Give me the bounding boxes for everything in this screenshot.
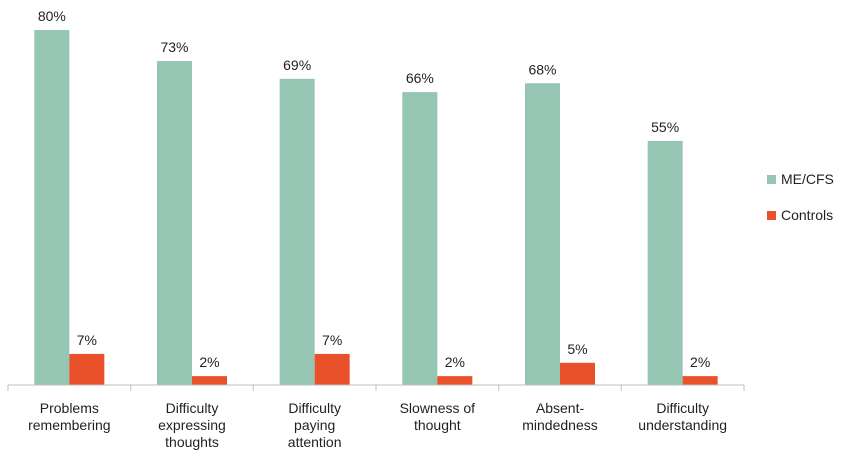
category-label-line: paying — [294, 417, 335, 433]
bar-controls-4 — [437, 376, 472, 385]
category-label-1: Problems remembering — [28, 400, 110, 433]
category-label-line: understanding — [638, 417, 727, 433]
legend: ME/CFS Controls — [767, 170, 834, 242]
bar-controls-6 — [683, 376, 718, 385]
category-label-line: thought — [414, 417, 461, 433]
value-label-me-cfs-6: 55% — [651, 119, 679, 135]
category-label-4: Slowness of thought — [400, 400, 476, 433]
category-label-2: Difficulty expressing thoughts — [158, 400, 226, 450]
category-label-line: Slowness of — [400, 400, 476, 416]
value-label-controls-6: 2% — [690, 354, 710, 370]
bars-layer — [34, 30, 717, 385]
legend-item-me-cfs: ME/CFS — [767, 170, 834, 188]
category-label-6: Difficulty understanding — [638, 400, 727, 433]
bar-me-cfs-3 — [280, 79, 315, 385]
value-label-me-cfs-5: 68% — [528, 61, 556, 77]
category-label-line: thoughts — [165, 434, 219, 450]
category-label-line: Difficulty — [656, 400, 709, 416]
legend-item-controls: Controls — [767, 206, 834, 224]
value-label-me-cfs-3: 69% — [283, 57, 311, 73]
legend-label-me-cfs: ME/CFS — [781, 171, 834, 187]
category-label-line: Difficulty — [166, 400, 219, 416]
value-label-controls-3: 7% — [322, 332, 342, 348]
x-axis-ticks — [8, 385, 744, 391]
legend-swatch-controls — [767, 211, 776, 220]
category-label-3: Difficulty paying attention — [288, 400, 342, 450]
bar-controls-3 — [315, 354, 350, 385]
bar-controls-5 — [560, 363, 595, 385]
bar-me-cfs-6 — [648, 141, 683, 385]
bar-me-cfs-2 — [157, 61, 192, 385]
bar-me-cfs-4 — [402, 92, 437, 385]
bar-controls-1 — [69, 354, 104, 385]
value-label-me-cfs-4: 66% — [406, 70, 434, 86]
category-label-5: Absent-mindedness — [522, 400, 598, 433]
value-label-controls-2: 2% — [199, 354, 219, 370]
value-labels-layer: 80% 7% 73% 2% 69% 7% 66% 2% 68% 5% 55% 2% — [38, 8, 710, 370]
value-label-controls-4: 2% — [445, 354, 465, 370]
bar-me-cfs-1 — [34, 30, 69, 385]
value-label-controls-1: 7% — [77, 332, 97, 348]
category-label-line: remembering — [28, 417, 110, 433]
value-label-me-cfs-1: 80% — [38, 8, 66, 24]
bar-me-cfs-5 — [525, 83, 560, 385]
value-label-controls-5: 5% — [567, 341, 587, 357]
legend-swatch-me-cfs — [767, 175, 776, 184]
category-label-line: Absent- — [536, 400, 585, 416]
category-label-line: attention — [288, 434, 342, 450]
category-label-line: expressing — [158, 417, 226, 433]
category-label-line: Problems — [40, 400, 99, 416]
bar-controls-2 — [192, 376, 227, 385]
category-label-line: mindedness — [522, 417, 598, 433]
category-label-line: Difficulty — [288, 400, 341, 416]
value-label-me-cfs-2: 73% — [160, 39, 188, 55]
legend-label-controls: Controls — [781, 207, 833, 223]
